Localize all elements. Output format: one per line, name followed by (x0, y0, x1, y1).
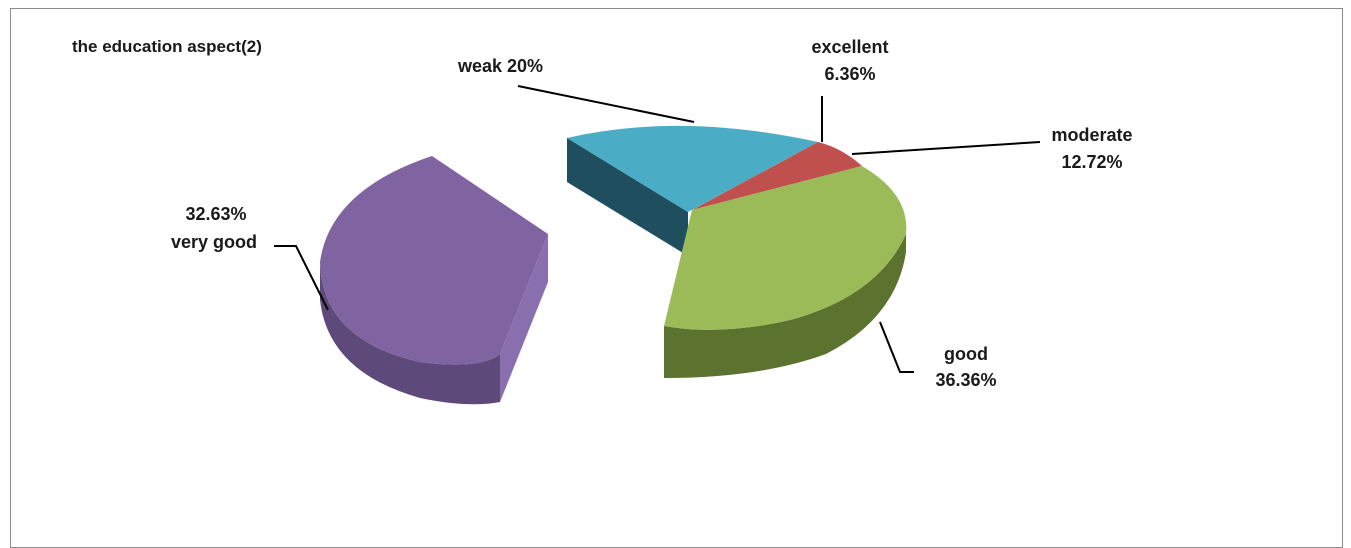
label-moderate-value: 12.72% (1061, 152, 1122, 172)
slice-good-top (664, 166, 907, 330)
label-very-good-name: very good (171, 232, 257, 252)
label-very-good-value: 32.63% (185, 204, 246, 224)
slice-weak-top (567, 125, 818, 212)
slice-very-good-inner-face (500, 234, 548, 402)
slice-very-good-top (320, 156, 548, 365)
slice-excellent (692, 142, 862, 210)
slice-good-side (664, 234, 906, 378)
leader-good (879, 321, 914, 373)
slice-very-good-side (320, 262, 500, 405)
slice-weak-side (567, 138, 688, 256)
slice-weak (567, 125, 818, 256)
leader-moderate (851, 141, 1041, 155)
leader-very-good (274, 245, 329, 311)
leader-weak (517, 85, 695, 123)
label-moderate-name: moderate (1051, 125, 1132, 145)
label-weak: weak 20% (457, 56, 543, 76)
slice-very-good (320, 156, 548, 405)
label-good-name: good (944, 344, 988, 364)
slice-excellent-top (692, 142, 862, 210)
slice-good (664, 166, 907, 378)
label-good-value: 36.36% (935, 370, 996, 390)
label-excellent-value: 6.36% (824, 64, 875, 84)
label-excellent-name: excellent (811, 37, 888, 57)
chart-title: the education aspect(2) (72, 37, 262, 56)
